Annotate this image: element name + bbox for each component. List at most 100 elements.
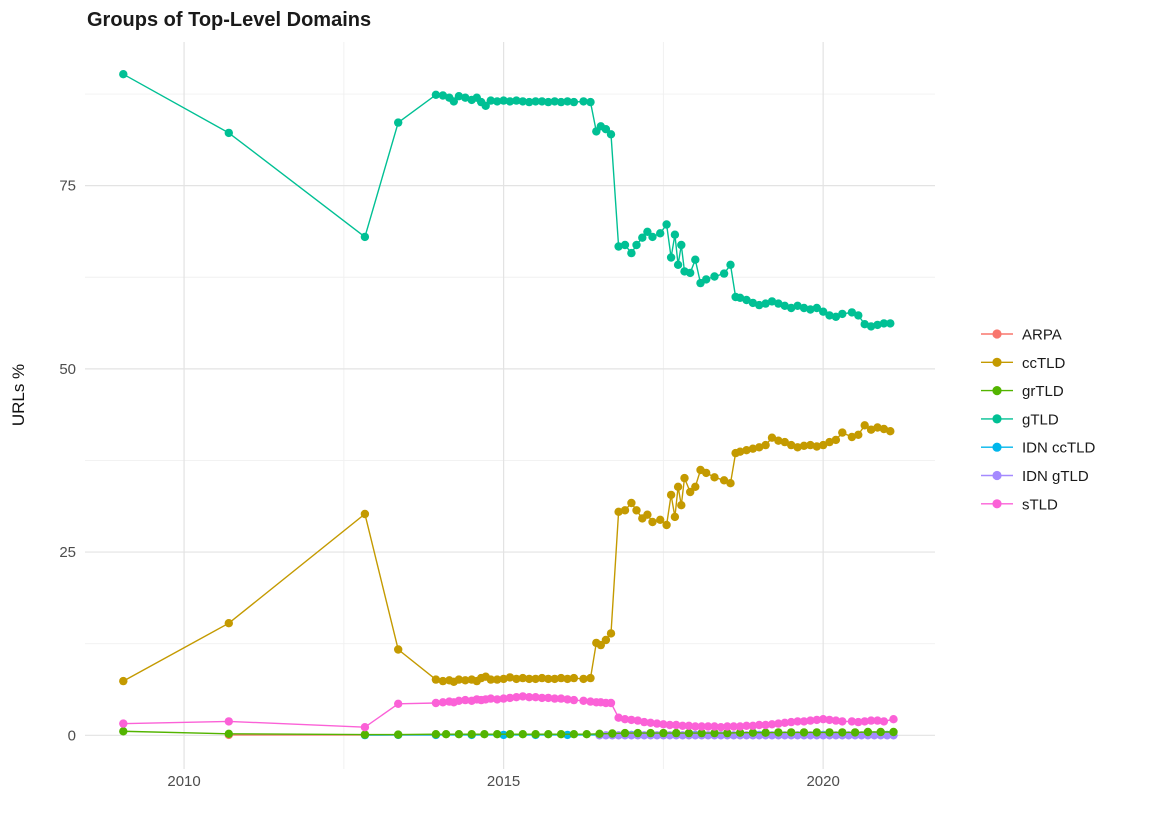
data-point bbox=[595, 729, 604, 738]
data-point bbox=[838, 309, 847, 319]
data-point bbox=[761, 299, 770, 308]
data-point bbox=[742, 721, 751, 730]
data-point bbox=[659, 720, 668, 729]
series-gTLD bbox=[119, 70, 895, 331]
data-point bbox=[512, 96, 521, 105]
data-point bbox=[486, 694, 495, 703]
data-point bbox=[748, 721, 758, 730]
data-point bbox=[394, 699, 403, 708]
data-point bbox=[531, 730, 540, 739]
data-point bbox=[793, 301, 802, 310]
data-point bbox=[723, 722, 732, 731]
data-point bbox=[787, 440, 796, 450]
data-point bbox=[726, 260, 735, 269]
series-grTLD bbox=[119, 727, 898, 739]
data-point bbox=[666, 253, 676, 262]
data-point bbox=[461, 695, 470, 705]
data-point bbox=[819, 440, 828, 450]
data-point bbox=[438, 676, 448, 686]
gridlines-minor bbox=[85, 42, 935, 769]
data-point bbox=[702, 275, 711, 284]
data-point bbox=[518, 673, 527, 683]
data-point bbox=[461, 93, 470, 102]
data-point bbox=[493, 675, 502, 684]
data-point bbox=[854, 430, 863, 439]
data-point bbox=[601, 125, 611, 134]
data-point bbox=[499, 674, 508, 684]
data-point bbox=[882, 731, 892, 740]
data-point bbox=[505, 693, 515, 703]
data-point bbox=[761, 728, 770, 737]
data-point bbox=[525, 674, 534, 684]
data-point bbox=[493, 695, 502, 704]
data-point bbox=[793, 717, 802, 726]
data-point bbox=[537, 693, 547, 703]
data-point bbox=[673, 260, 683, 269]
data-point bbox=[431, 730, 441, 739]
data-point bbox=[860, 320, 869, 329]
data-point bbox=[702, 468, 711, 478]
data-point bbox=[569, 695, 579, 705]
data-point bbox=[586, 673, 595, 683]
data-point bbox=[627, 715, 636, 725]
data-point bbox=[431, 698, 441, 708]
data-point bbox=[614, 242, 623, 251]
data-point bbox=[710, 473, 719, 482]
data-point bbox=[224, 717, 233, 726]
data-point bbox=[643, 227, 652, 236]
legend-label: IDN gTLD bbox=[1022, 468, 1089, 485]
data-point bbox=[537, 97, 547, 106]
data-point bbox=[438, 91, 448, 100]
data-point bbox=[806, 440, 815, 450]
data-point bbox=[866, 425, 876, 434]
data-point bbox=[755, 443, 764, 452]
data-point bbox=[684, 728, 694, 738]
y-tick-label: 75 bbox=[59, 178, 76, 195]
y-tick-label: 50 bbox=[59, 361, 76, 378]
data-point bbox=[461, 676, 470, 685]
data-point bbox=[847, 717, 857, 726]
data-point bbox=[723, 728, 732, 738]
data-point bbox=[670, 230, 680, 239]
data-point bbox=[518, 97, 527, 106]
data-point bbox=[889, 727, 898, 737]
data-point bbox=[780, 718, 789, 727]
data-point bbox=[831, 716, 841, 725]
data-series-layer bbox=[119, 70, 898, 740]
series-ccTLD bbox=[119, 421, 895, 686]
data-point bbox=[716, 723, 726, 732]
data-point bbox=[563, 695, 572, 704]
data-point bbox=[774, 728, 783, 737]
data-point bbox=[556, 97, 566, 107]
data-point bbox=[666, 490, 676, 500]
data-point bbox=[860, 717, 869, 726]
data-point bbox=[659, 728, 668, 738]
data-point bbox=[870, 731, 879, 740]
data-point bbox=[854, 717, 863, 727]
data-point bbox=[735, 293, 745, 302]
data-point bbox=[481, 101, 490, 111]
data-point bbox=[850, 728, 860, 737]
data-point bbox=[505, 97, 515, 106]
data-point bbox=[847, 308, 857, 317]
data-point bbox=[748, 728, 758, 737]
data-point bbox=[799, 728, 809, 737]
data-point bbox=[793, 443, 802, 452]
data-point bbox=[735, 728, 745, 737]
data-point bbox=[224, 128, 233, 138]
data-point bbox=[601, 635, 611, 645]
data-point bbox=[505, 673, 515, 682]
data-point bbox=[729, 722, 738, 731]
data-point bbox=[831, 731, 841, 740]
data-point bbox=[569, 730, 579, 739]
data-point bbox=[518, 730, 527, 739]
data-point bbox=[119, 70, 128, 79]
data-point bbox=[780, 731, 789, 740]
legend-label: ARPA bbox=[1022, 327, 1062, 344]
x-tick-label: 2010 bbox=[167, 773, 200, 790]
data-point bbox=[119, 719, 128, 728]
data-point bbox=[582, 730, 591, 739]
data-point bbox=[866, 716, 876, 725]
data-point bbox=[787, 717, 796, 727]
